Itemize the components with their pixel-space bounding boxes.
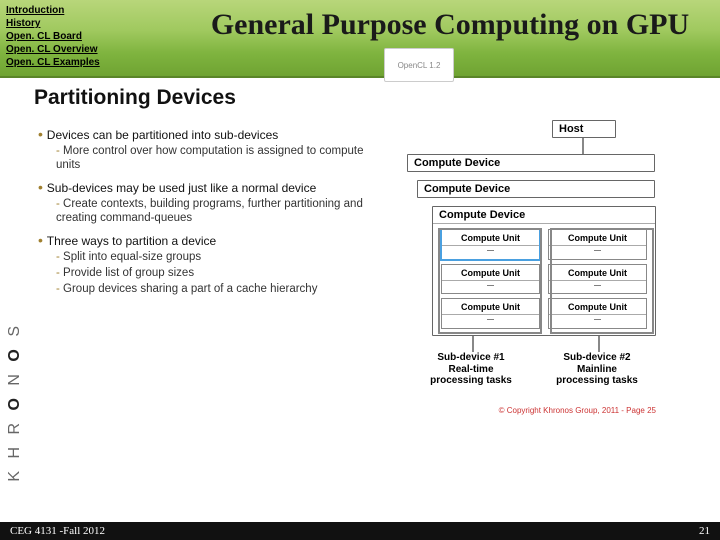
khronos-logo: K H R O N O S (6, 322, 24, 482)
connector-line (472, 336, 474, 352)
connector-line (598, 336, 600, 352)
badge-text: OpenCL 1.2 (398, 61, 441, 70)
compute-unit: Compute Unit— (548, 298, 647, 329)
device-diagram: Host Compute Device Compute Device Compu… (372, 120, 662, 440)
page-title: General Purpose Computing on GPU (200, 8, 700, 41)
bullet-l2: More control over how computation is ass… (56, 144, 364, 173)
host-label: Host (553, 121, 615, 137)
page-number: 21 (699, 525, 710, 537)
opencl-badge: OpenCL 1.2 (384, 48, 454, 82)
slide-subtitle: Partitioning Devices (34, 86, 712, 110)
footer-bar: CEG 4131 -Fall 2012 21 (0, 522, 720, 540)
compute-unit: Compute Unit— (548, 264, 647, 295)
bullet-l1: Three ways to partition a device (38, 232, 364, 248)
host-box: Host (552, 120, 616, 138)
bullet-l1: Devices can be partitioned into sub-devi… (38, 126, 364, 142)
bullet-l2: Split into equal-size groups (56, 250, 364, 264)
compute-unit-grid: Compute Unit— Compute Unit— Compute Unit… (441, 229, 647, 329)
compute-unit: Compute Unit— (548, 229, 647, 260)
bullet-l2: Create contexts, building programs, furt… (56, 197, 364, 226)
bullet-l2: Group devices sharing a part of a cache … (56, 282, 364, 296)
nav-links: Introduction History Open. CL Board Open… (6, 4, 100, 69)
nav-opencl-examples[interactable]: Open. CL Examples (6, 56, 100, 69)
compute-device-label: Compute Device (408, 155, 654, 171)
compute-unit: Compute Unit— (441, 298, 540, 329)
compute-unit: Compute Unit— (441, 229, 540, 260)
compute-device-box-3: Compute Device Compute Unit— Compute Uni… (432, 206, 656, 336)
nav-opencl-overview[interactable]: Open. CL Overview (6, 43, 100, 56)
nav-history[interactable]: History (6, 17, 100, 30)
bullet-l1: Sub-devices may be used just like a norm… (38, 179, 364, 195)
compute-device-box-2: Compute Device (417, 180, 655, 198)
subdevice-1-label: Sub-device #1 Real-time processing tasks (416, 352, 526, 387)
copyright-text: © Copyright Khronos Group, 2011 - Page 2… (499, 406, 656, 415)
compute-device-label: Compute Device (418, 181, 654, 197)
nav-opencl-board[interactable]: Open. CL Board (6, 30, 100, 43)
subdevice-2-label: Sub-device #2 Mainline processing tasks (542, 352, 652, 387)
nav-introduction[interactable]: Introduction (6, 4, 100, 17)
compute-device-box-1: Compute Device (407, 154, 655, 172)
content-area: Partitioning Devices OpenCL 1.2 Devices … (34, 86, 712, 518)
connector-line (582, 138, 584, 154)
compute-device-label: Compute Device (433, 207, 655, 224)
sidebar-logo-rail: K H R O N O S (0, 78, 30, 522)
bullet-list: Devices can be partitioned into sub-devi… (34, 120, 364, 440)
course-code: CEG 4131 -Fall 2012 (10, 525, 105, 537)
bullet-l2: Provide list of group sizes (56, 266, 364, 280)
compute-unit: Compute Unit— (441, 264, 540, 295)
